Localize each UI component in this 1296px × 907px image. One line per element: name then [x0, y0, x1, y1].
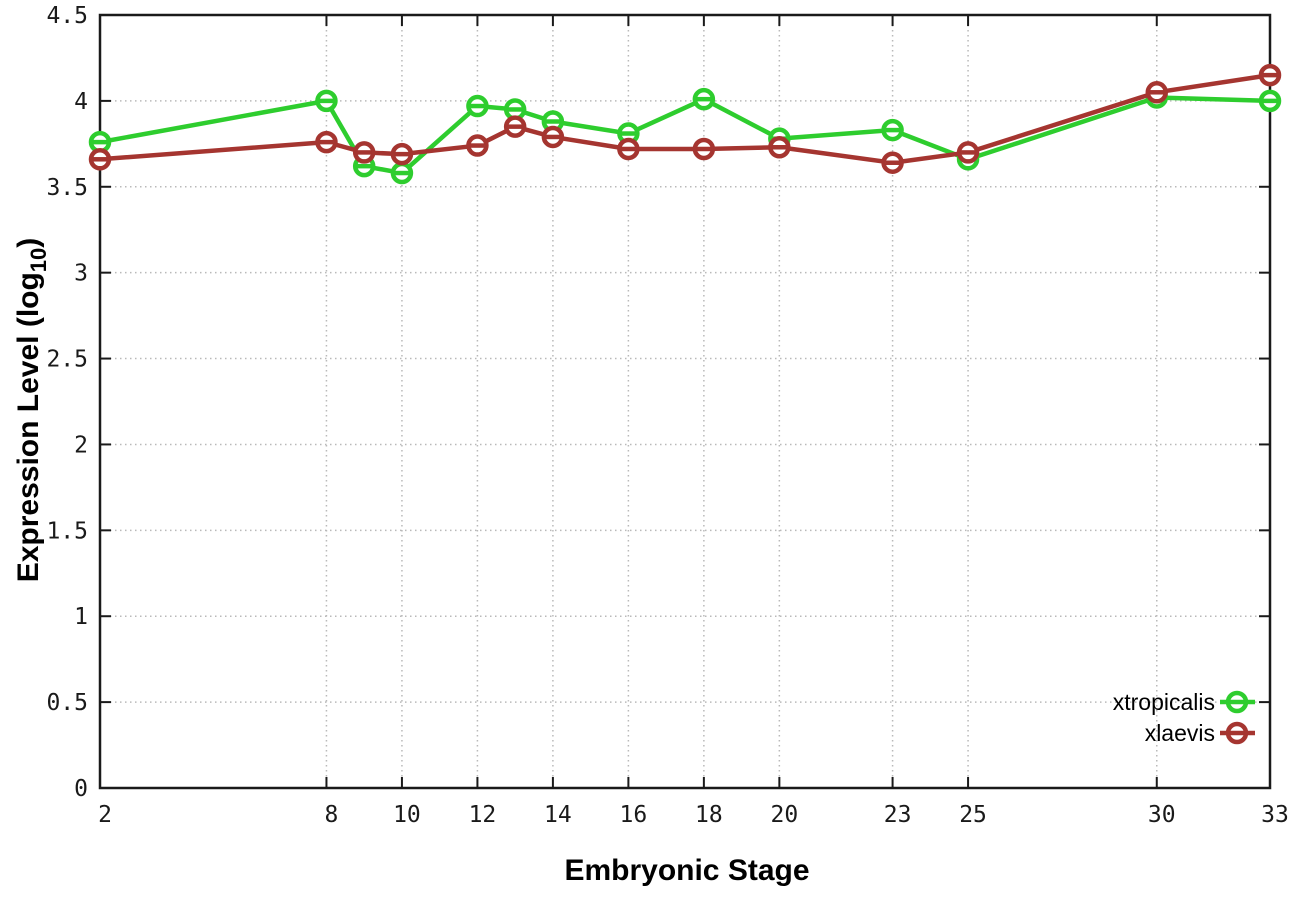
- series-line-xtropicalis: [97, 95, 1273, 176]
- plot-border: [98, 13, 1272, 790]
- y-tick-label: 3.5: [46, 175, 88, 201]
- x-tick-label: 23: [884, 802, 912, 828]
- axis-ticks: [99, 14, 1271, 789]
- x-tick-label: 20: [771, 802, 799, 828]
- plot-frame: [98, 13, 1272, 790]
- x-axis-title: Embryonic Stage: [564, 854, 809, 887]
- x-tick-label: 25: [959, 802, 987, 828]
- chart-legend: xtropicalis xlaevis: [1113, 689, 1255, 746]
- x-tick-label: 30: [1148, 802, 1176, 828]
- y-tick-label: 2.5: [46, 347, 88, 373]
- y-tick-label: 4.5: [46, 3, 88, 29]
- x-tick-label: 16: [620, 802, 648, 828]
- gridlines: [100, 15, 1270, 788]
- y-tick-label: 0.5: [46, 690, 88, 716]
- y-tick-label: 0: [74, 776, 88, 802]
- y-tick-label: 1.5: [46, 518, 88, 544]
- x-tick-label: 33: [1261, 802, 1289, 828]
- y-tick-label: 1: [74, 604, 88, 630]
- x-tick-label: 14: [544, 802, 572, 828]
- y-tick-label: 3: [74, 261, 88, 287]
- x-tick-label: 10: [393, 802, 421, 828]
- y-tick-label: 4: [74, 89, 88, 115]
- x-tick-label: 12: [469, 802, 497, 828]
- x-tick-label: 8: [325, 802, 339, 828]
- tick-labels: 2 8 10 12 14 16 18 20 23 25 30 33 0 0.5 1 1.5 2 2.5 3 3.5 4 4…: [46, 3, 1288, 828]
- y-axis-title: Expression Level (log10): [12, 238, 51, 583]
- x-tick-label: 2: [98, 802, 112, 828]
- y-tick-label: 2: [74, 432, 88, 458]
- legend-label-xlaevis: xlaevis: [1145, 720, 1215, 746]
- data-series: [88, 63, 1282, 185]
- x-tick-label: 18: [695, 802, 723, 828]
- legend-label-xtropicalis: xtropicalis: [1113, 689, 1215, 715]
